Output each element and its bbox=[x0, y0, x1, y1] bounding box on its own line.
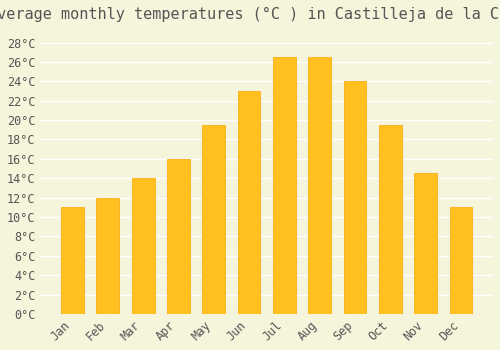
Bar bbox=[61, 207, 84, 314]
Bar bbox=[96, 198, 119, 314]
Bar bbox=[202, 125, 225, 314]
Bar bbox=[273, 57, 296, 314]
Bar bbox=[238, 91, 260, 314]
Bar bbox=[132, 178, 154, 314]
Bar bbox=[414, 173, 437, 314]
Bar bbox=[308, 57, 331, 314]
Bar bbox=[167, 159, 190, 314]
Bar bbox=[450, 207, 472, 314]
Bar bbox=[344, 81, 366, 314]
Title: Average monthly temperatures (°C ) in Castilleja de la Cuesta: Average monthly temperatures (°C ) in Ca… bbox=[0, 7, 500, 22]
Bar bbox=[379, 125, 402, 314]
